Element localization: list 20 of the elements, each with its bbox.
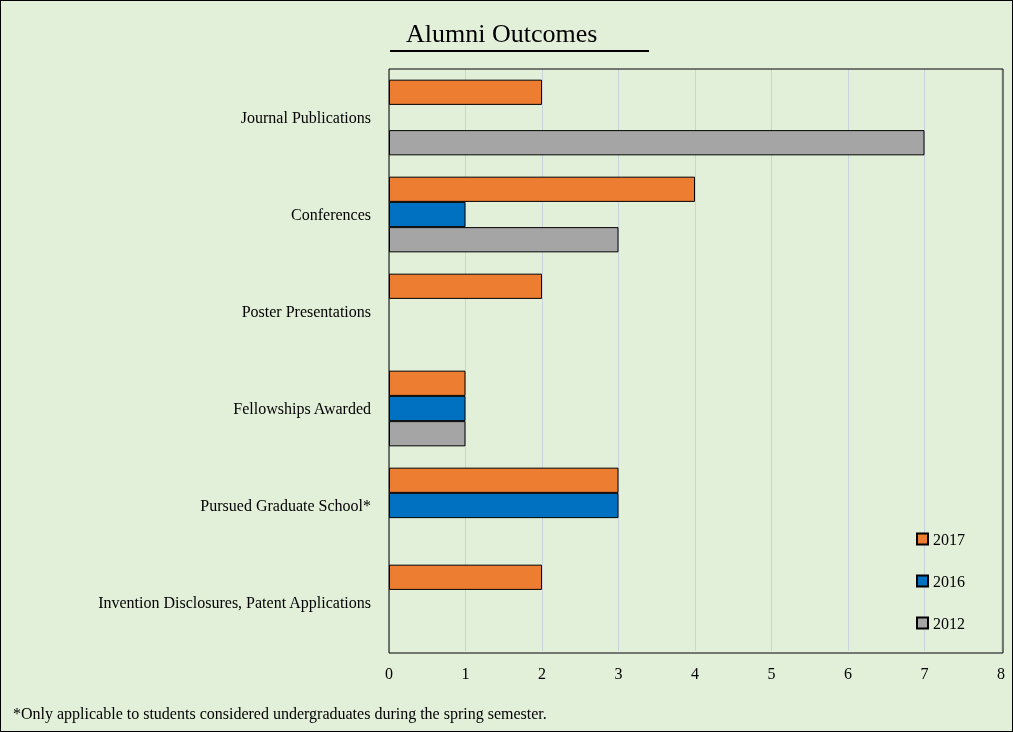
y-tick-label: Fellowships Awarded [233,400,371,418]
y-tick-label: Conferences [291,206,371,223]
text: *Only applicable to students considered undergraduates during the spring semester. [13,704,547,723]
x-tick-label: 6 [844,664,852,682]
chart-title: Alumni Outcomes [406,18,598,48]
x-tick-label: 8 [997,664,1005,682]
x-tick-label: 0 [385,664,393,682]
x-tick-label: 2 [538,664,546,682]
y-tick-label: Pursued Graduate School* [200,497,371,514]
legend-label: 2016 [933,572,965,590]
y-tick-label: Invention Disclosures, Patent Applications [98,594,371,612]
legend-label: 2012 [933,614,965,632]
x-tick-label: 1 [461,664,470,682]
legend-label: 2017 [933,530,965,548]
x-tick-label: 4 [691,664,699,682]
x-tick-label: 5 [767,664,776,682]
x-tick-label: 7 [920,664,929,682]
y-tick-label: Journal Publications [240,109,371,126]
x-tick-label: 3 [614,664,623,682]
y-tick-label: Poster Presentations [241,303,371,320]
